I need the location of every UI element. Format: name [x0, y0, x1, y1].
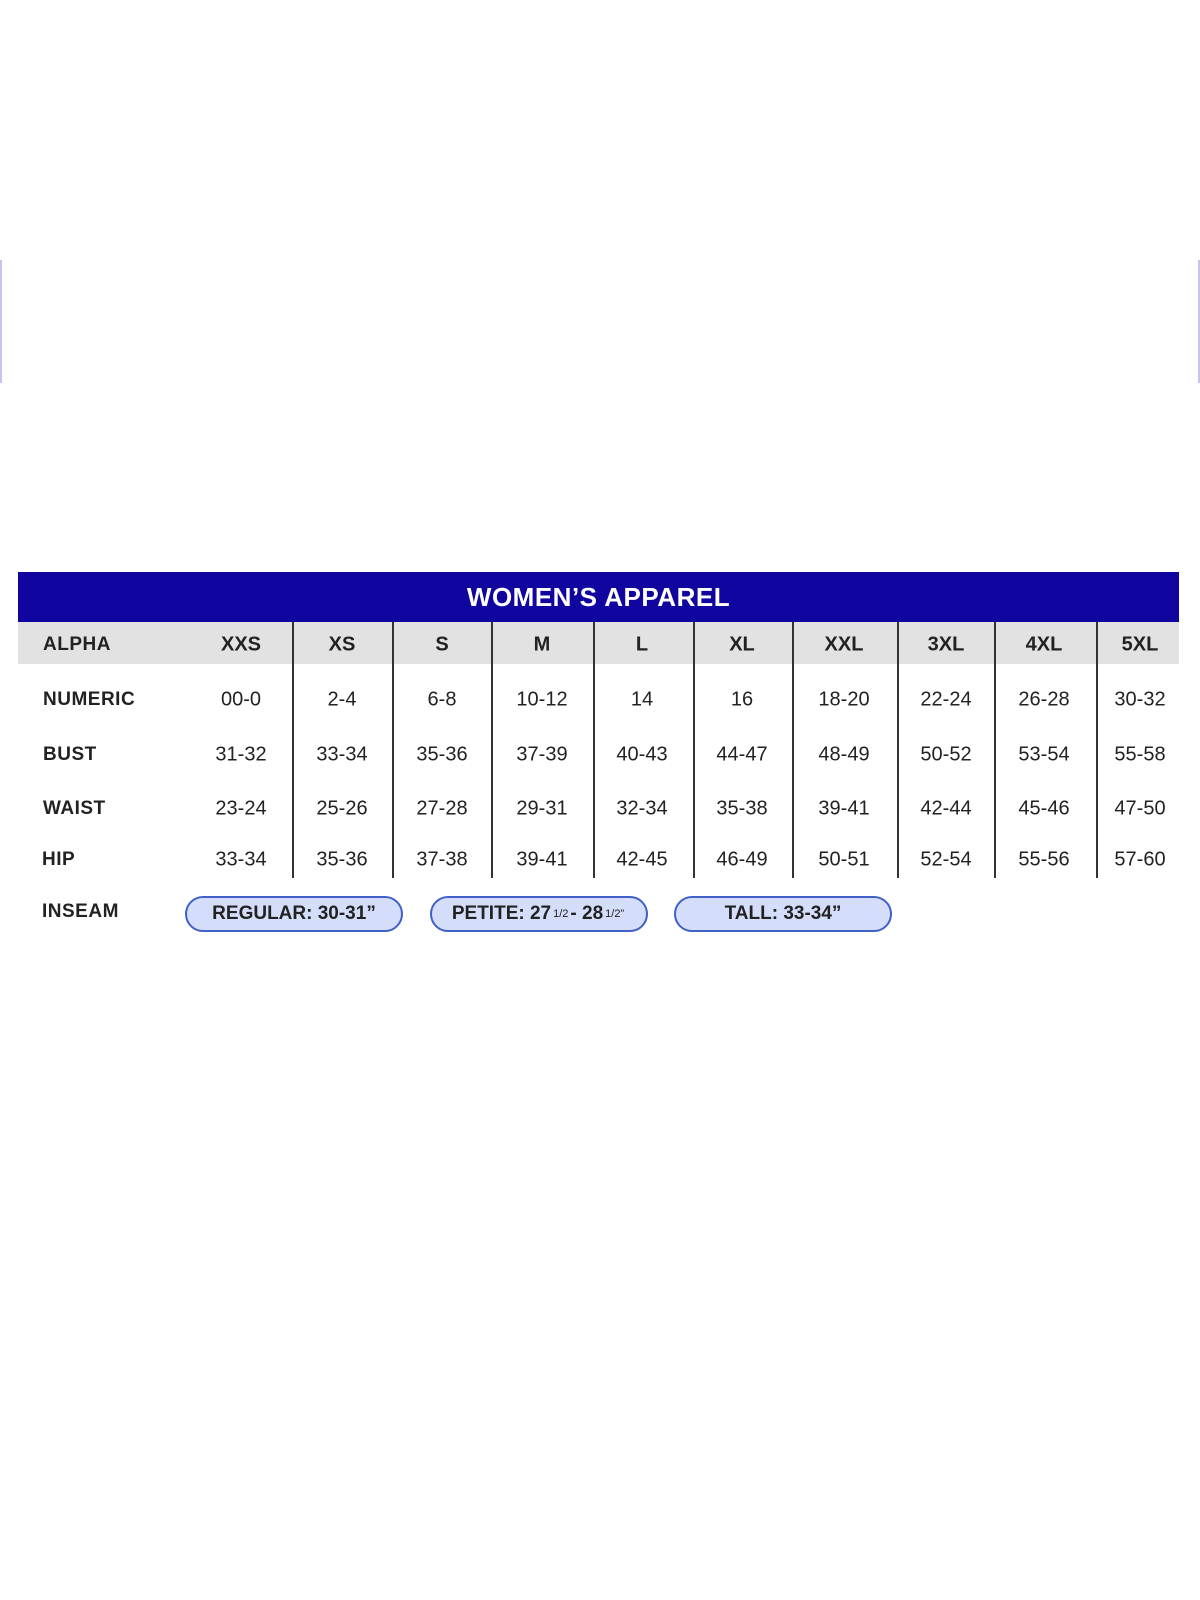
size-header: XXL	[824, 633, 864, 656]
petite-fraction-2: 1/2”	[605, 908, 625, 920]
table-cell: 35-36	[316, 848, 368, 871]
inseam-regular-pill: REGULAR: 30-31”	[185, 896, 403, 932]
inseam-label: INSEAM	[42, 901, 119, 922]
column-divider	[292, 622, 294, 878]
table-cell: 39-41	[818, 797, 870, 820]
table-cell: 52-54	[920, 848, 972, 871]
table-cell: 39-41	[516, 848, 568, 871]
column-divider	[693, 622, 695, 878]
row-label-alpha: ALPHA	[43, 634, 111, 655]
table-cell: 40-43	[616, 743, 668, 766]
table-cell: 57-60	[1114, 848, 1166, 871]
table-cell: 50-51	[818, 848, 870, 871]
table-cell: 18-20	[818, 688, 870, 711]
size-header: S	[435, 633, 449, 656]
row-label-numeric: NUMERIC	[43, 689, 136, 710]
table-title: WOMEN’S APPAREL	[18, 572, 1179, 622]
size-header: XS	[328, 633, 356, 656]
table-cell: 55-58	[1114, 743, 1166, 766]
table-cell: 46-49	[716, 848, 768, 871]
table-cell: 10-12	[516, 688, 568, 711]
table-cell: 35-38	[716, 797, 768, 820]
petite-fraction-1: 1/2	[553, 908, 569, 920]
column-divider	[1096, 622, 1098, 878]
table-cell: 50-52	[920, 743, 972, 766]
table-cell: 35-36	[416, 743, 468, 766]
size-header: L	[635, 633, 649, 656]
size-header: 5XL	[1121, 633, 1159, 656]
column-divider	[897, 622, 899, 878]
table-cell: 31-32	[215, 743, 267, 766]
left-edge-mark	[0, 260, 2, 383]
table-cell: 25-26	[316, 797, 368, 820]
petite-prefix: PETITE: 27	[451, 903, 552, 924]
table-cell: 48-49	[818, 743, 870, 766]
table-cell: 37-39	[516, 743, 568, 766]
table-cell: 42-45	[616, 848, 668, 871]
column-divider	[392, 622, 394, 878]
table-cell: 47-50	[1114, 797, 1166, 820]
size-header: 3XL	[927, 633, 965, 656]
column-divider	[792, 622, 794, 878]
inseam-tall-pill: TALL: 33-34”	[674, 896, 892, 932]
row-label-waist: WAIST	[43, 798, 106, 819]
size-header: M	[533, 633, 551, 656]
table-cell: 16	[730, 688, 754, 711]
table-cell: 37-38	[416, 848, 468, 871]
table-cell: 29-31	[516, 797, 568, 820]
table-cell: 14	[630, 688, 654, 711]
size-header: XXS	[220, 633, 262, 656]
table-cell: 45-46	[1018, 797, 1070, 820]
table-cell: 00-0	[220, 688, 262, 711]
table-cell: 42-44	[920, 797, 972, 820]
column-divider	[491, 622, 493, 878]
row-label-bust: BUST	[43, 744, 97, 765]
column-divider	[593, 622, 595, 878]
alpha-row-background	[18, 622, 1179, 664]
size-header: XL	[729, 633, 755, 656]
table-cell: 6-8	[427, 688, 457, 711]
table-cell: 26-28	[1018, 688, 1070, 711]
size-header: 4XL	[1025, 633, 1063, 656]
table-cell: 32-34	[616, 797, 668, 820]
column-divider	[994, 622, 996, 878]
table-cell: 33-34	[215, 848, 267, 871]
petite-mid: - 28	[570, 903, 604, 924]
inseam-tall-text: TALL: 33-34”	[724, 903, 842, 924]
table-cell: 53-54	[1018, 743, 1070, 766]
table-cell: 2-4	[327, 688, 357, 711]
table-cell: 30-32	[1114, 688, 1166, 711]
row-label-hip: HIP	[42, 849, 76, 870]
table-cell: 22-24	[920, 688, 972, 711]
table-cell: 27-28	[416, 797, 468, 820]
table-cell: 23-24	[215, 797, 267, 820]
right-edge-mark	[1198, 260, 1200, 383]
inseam-petite-pill: PETITE: 27 1/2- 28 1/2”	[430, 896, 648, 932]
table-cell: 55-56	[1018, 848, 1070, 871]
table-cell: 44-47	[716, 743, 768, 766]
inseam-regular-text: REGULAR: 30-31”	[212, 903, 376, 924]
table-cell: 33-34	[316, 743, 368, 766]
